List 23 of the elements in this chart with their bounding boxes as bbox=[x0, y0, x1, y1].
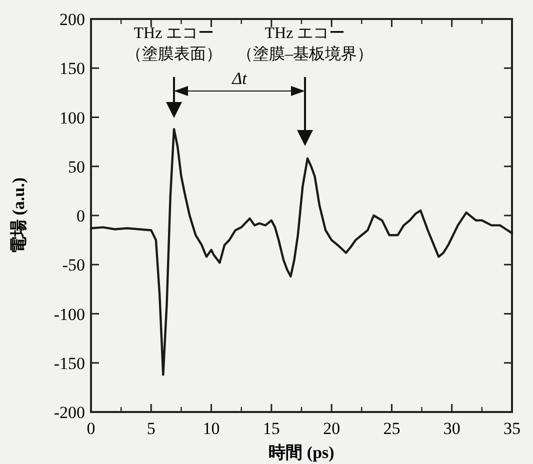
x-tick-label: 25 bbox=[383, 419, 400, 438]
x-tick-label: 5 bbox=[146, 419, 156, 438]
y-tick-label: 200 bbox=[60, 10, 85, 29]
x-tick-label: 35 bbox=[504, 419, 520, 438]
y-axis-title: 電場 (a.u.) bbox=[9, 177, 28, 254]
y-tick-label: -50 bbox=[62, 256, 85, 275]
x-tick-label: 30 bbox=[443, 419, 460, 438]
x-axis-title: 時間 (ps) bbox=[268, 443, 334, 462]
annotation: THz エコー bbox=[134, 25, 214, 42]
x-tick-label: 20 bbox=[323, 419, 340, 438]
annotation: （塗膜表面） bbox=[126, 45, 222, 63]
y-tick-label: 100 bbox=[60, 108, 85, 128]
x-tick-label: 15 bbox=[262, 419, 280, 438]
y-tick-label: -100 bbox=[54, 304, 85, 324]
y-tick-label: 50 bbox=[68, 157, 85, 176]
y-tick-label: -200 bbox=[54, 403, 85, 422]
annotation: Δt bbox=[231, 69, 248, 88]
y-tick-label: -150 bbox=[54, 354, 85, 373]
annotation: （塗膜–基板境界） bbox=[237, 45, 373, 63]
y-tick-label: 0 bbox=[76, 206, 85, 226]
y-tick-label: 150 bbox=[60, 59, 85, 78]
annotation: THz エコー bbox=[264, 25, 346, 42]
x-tick-label: 10 bbox=[202, 419, 220, 438]
